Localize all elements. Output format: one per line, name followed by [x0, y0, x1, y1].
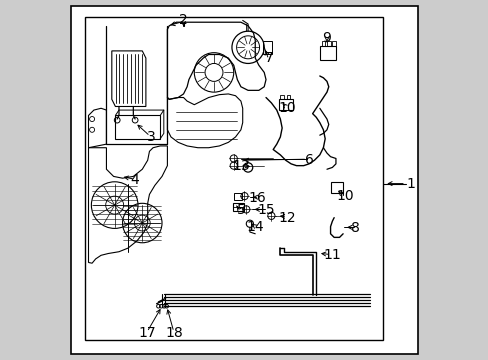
Text: 7: 7: [264, 51, 273, 65]
Bar: [233, 203, 244, 211]
Text: 6: 6: [304, 153, 313, 167]
Bar: [321, 41, 325, 45]
Text: 15: 15: [257, 203, 274, 217]
Text: 8: 8: [350, 221, 359, 235]
Bar: [263, 41, 271, 54]
Bar: [115, 116, 160, 139]
Bar: [332, 41, 335, 45]
Text: 1: 1: [406, 177, 415, 190]
Bar: [330, 182, 343, 193]
Bar: [286, 95, 290, 99]
Text: 10: 10: [335, 189, 353, 203]
Text: 18: 18: [165, 327, 183, 341]
Bar: [319, 45, 335, 60]
Text: 10: 10: [278, 101, 296, 115]
Text: 17: 17: [139, 327, 156, 341]
Text: 13: 13: [232, 159, 249, 173]
Text: 14: 14: [246, 220, 264, 234]
Text: 11: 11: [323, 248, 341, 262]
Text: 16: 16: [248, 191, 265, 205]
Bar: [85, 17, 382, 339]
Text: 3: 3: [146, 130, 155, 144]
Text: 4: 4: [130, 173, 139, 187]
Text: 2: 2: [179, 13, 187, 27]
Bar: [278, 99, 292, 110]
Text: 9: 9: [322, 31, 331, 45]
Bar: [280, 95, 284, 99]
Bar: [326, 41, 330, 45]
Text: 5: 5: [236, 203, 245, 217]
Bar: [233, 193, 241, 200]
Text: 12: 12: [278, 211, 296, 225]
